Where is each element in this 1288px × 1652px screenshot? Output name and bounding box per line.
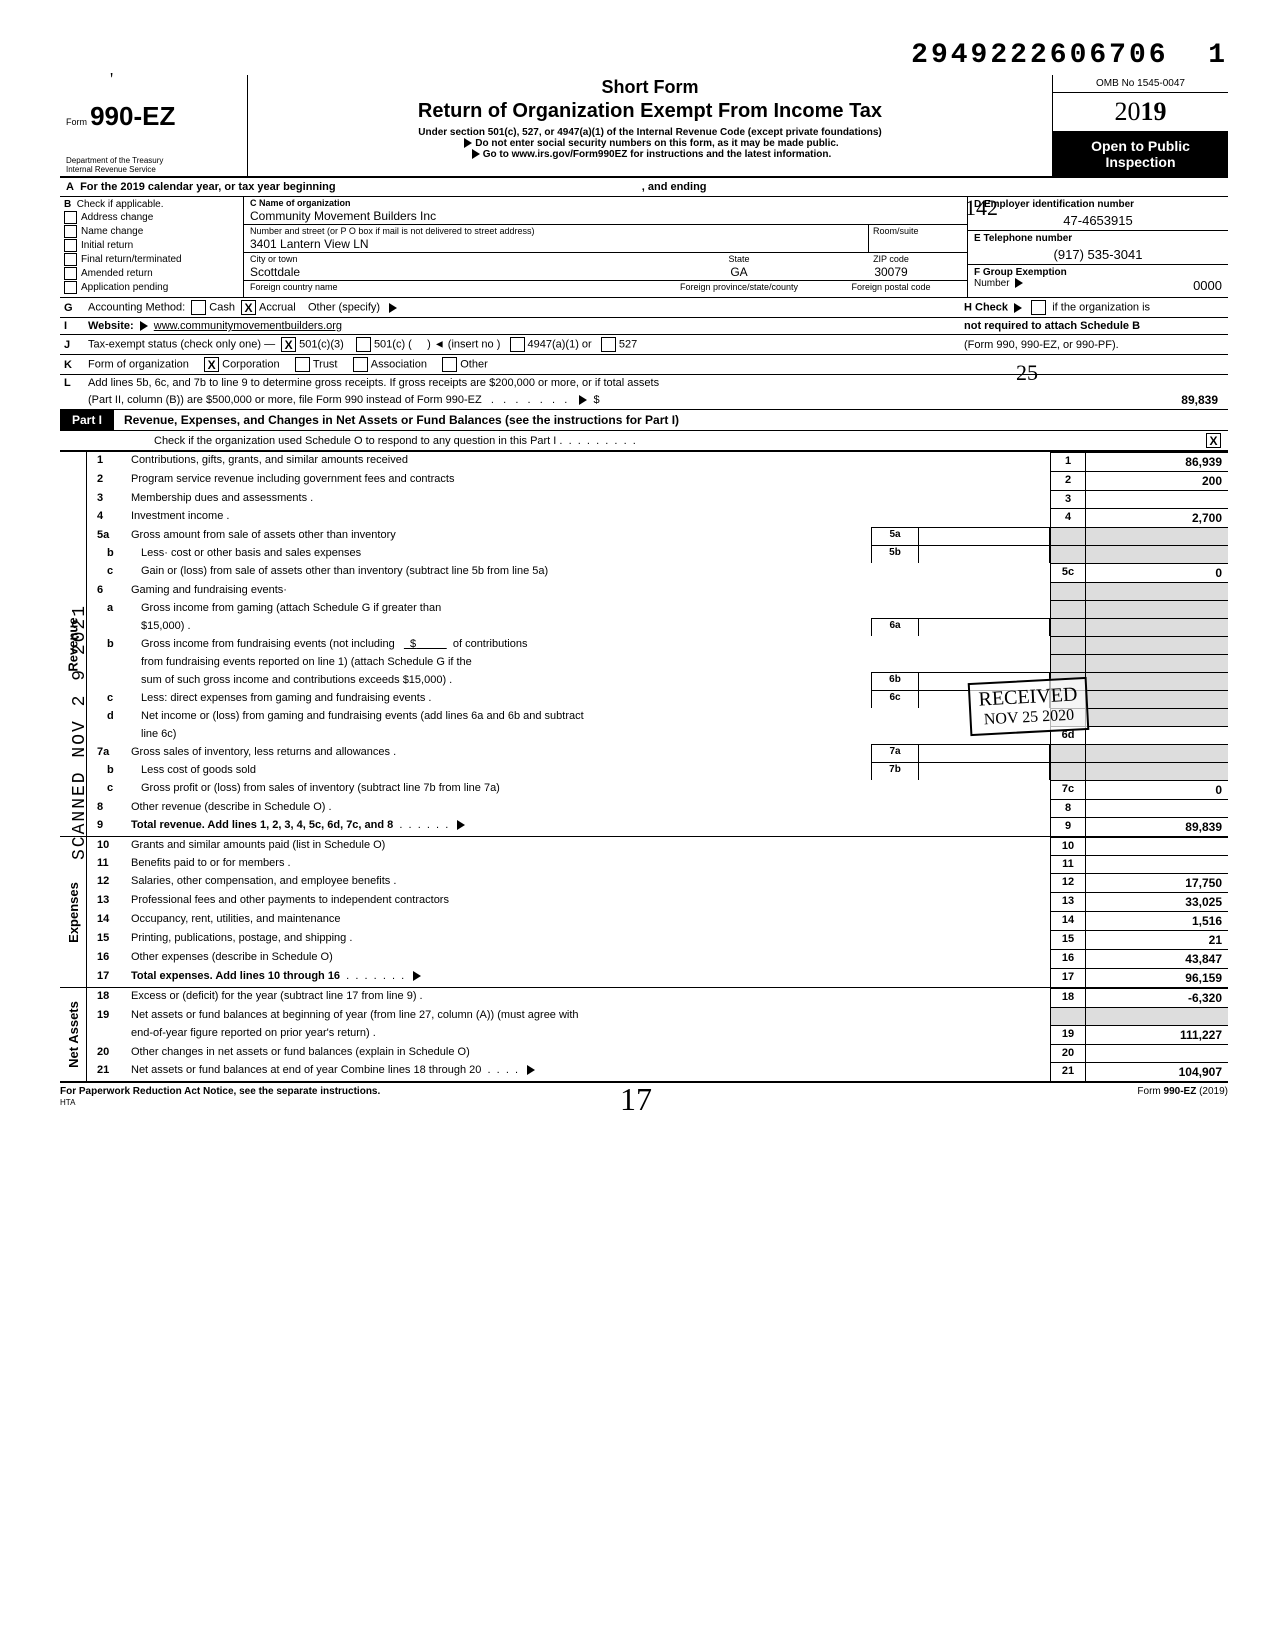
- line-4-value: 2,700: [1085, 508, 1228, 527]
- line-5c-value: 0: [1085, 563, 1228, 582]
- line-13-value: 33,025: [1085, 892, 1228, 911]
- form-title-long: Return of Organization Exempt From Incom…: [256, 100, 1044, 123]
- checkbox-501c[interactable]: [356, 337, 371, 352]
- line-k: K Form of organization XCorporation Trus…: [60, 355, 1228, 375]
- hand-initials: 142: [965, 195, 998, 221]
- hand-mark-2: 25: [1016, 360, 1038, 386]
- checkbox[interactable]: [64, 225, 77, 238]
- checkbox-assoc[interactable]: [353, 357, 368, 372]
- omb-number: OMB No 1545-0047: [1053, 75, 1228, 93]
- website: www.communitymovementbuilders.org: [154, 320, 342, 332]
- entity-block: B Check if applicable. Address change Na…: [60, 197, 1228, 298]
- line-6d-value: [1085, 726, 1228, 744]
- form-title-short: Short Form: [256, 77, 1044, 98]
- checkbox[interactable]: [64, 267, 77, 280]
- form-year: 20201919: [1053, 93, 1228, 132]
- label-org-name: C Name of organization: [250, 198, 961, 208]
- header-note-3: Go to www.irs.gov/Form990EZ for instruct…: [483, 149, 832, 160]
- line-11-value: [1085, 855, 1228, 873]
- checkbox-4947[interactable]: [510, 337, 525, 352]
- line-3-value: [1085, 490, 1228, 508]
- checkbox[interactable]: [64, 253, 77, 266]
- revenue-section: Revenue 1Contributions, gifts, grants, a…: [60, 451, 1228, 836]
- form-header: ' Form 990-EZ Department of the Treasury…: [60, 75, 1228, 178]
- line-1-value: 86,939: [1085, 452, 1228, 471]
- checkbox-schedule-o[interactable]: X: [1206, 433, 1221, 448]
- line-j: J Tax-exempt status (check only one) — X…: [60, 334, 1228, 355]
- label-phone: E Telephone number: [974, 233, 1222, 244]
- label-address: Number and street (or P O box if mail is…: [250, 226, 862, 236]
- checkbox-corp[interactable]: X: [204, 357, 219, 372]
- checkbox-trust[interactable]: [295, 357, 310, 372]
- line-16-value: 43,847: [1085, 949, 1228, 968]
- checkbox[interactable]: [64, 239, 77, 252]
- checkbox-527[interactable]: [601, 337, 616, 352]
- line-10-value: [1085, 837, 1228, 855]
- net-assets-section: Net Assets 18Excess or (deficit) for the…: [60, 987, 1228, 1082]
- line-g: G Accounting Method: Cash XAccrual Other…: [60, 298, 1228, 318]
- address: 3401 Lantern View LN: [250, 236, 862, 251]
- line-i: I Website: www.communitymovementbuilders…: [60, 318, 1228, 334]
- form-number: 990-EZ: [90, 101, 175, 132]
- checkbox-h[interactable]: [1031, 300, 1046, 315]
- label-ein: D Employer identification number: [974, 199, 1222, 210]
- expenses-section: Expenses 10Grants and similar amounts pa…: [60, 836, 1228, 987]
- document-number: 2949222606706 1: [60, 40, 1228, 71]
- line-2-value: 200: [1085, 471, 1228, 490]
- line-20-value: [1085, 1044, 1228, 1062]
- checkbox-cash[interactable]: [191, 300, 206, 315]
- line-19-value: 111,227: [1085, 1025, 1228, 1044]
- scanned-stamp: SCANNED NOV 2 9 2021: [70, 604, 90, 860]
- checkbox-501c3[interactable]: X: [281, 337, 296, 352]
- expenses-label: Expenses: [66, 882, 81, 943]
- open-to-public: Open to PublicInspection: [1053, 132, 1228, 176]
- header-note-2: Do not enter social security numbers on …: [475, 138, 838, 149]
- hand-mark-3: 17: [620, 1081, 652, 1118]
- ein: 47-4653915: [974, 210, 1222, 228]
- checkbox-accrual[interactable]: X: [241, 300, 256, 315]
- line-14-value: 1,516: [1085, 911, 1228, 930]
- zip: 30079: [821, 264, 961, 279]
- room-suite: Room/suite: [868, 225, 967, 252]
- checkbox[interactable]: [64, 211, 77, 224]
- line-a: A For the 2019 calendar year, or tax yea…: [60, 178, 1228, 197]
- line-12-value: 17,750: [1085, 873, 1228, 892]
- checkbox[interactable]: [64, 281, 77, 294]
- department-label: Department of the TreasuryInternal Reven…: [66, 156, 163, 174]
- net-assets-label: Net Assets: [66, 1001, 81, 1068]
- group-exemption: 0000: [1193, 278, 1222, 293]
- form-prefix: Form: [66, 117, 87, 127]
- line-18-value: -6,320: [1085, 988, 1228, 1007]
- line-8-value: [1085, 799, 1228, 817]
- header-note-1: Under section 501(c), 527, or 4947(a)(1)…: [256, 127, 1044, 138]
- line-9-value: 89,839: [1085, 817, 1228, 836]
- received-stamp: RECEIVED NOV 25 2020: [968, 677, 1090, 736]
- line-l-2: (Part II, column (B)) are $500,000 or mo…: [60, 391, 1228, 409]
- line-7c-value: 0: [1085, 780, 1228, 799]
- part-1-header: Part I Revenue, Expenses, and Changes in…: [60, 409, 1228, 431]
- city: Scottdale: [250, 264, 657, 279]
- phone: (917) 535-3041: [974, 244, 1222, 262]
- line-15-value: 21: [1085, 930, 1228, 949]
- org-name: Community Movement Builders Inc: [250, 208, 961, 223]
- line-l: L Add lines 5b, 6c, and 7b to line 9 to …: [60, 375, 1228, 391]
- hand-mark: ': [110, 69, 113, 90]
- part-1-check: Check if the organization used Schedule …: [60, 431, 1228, 451]
- checkbox-other[interactable]: [442, 357, 457, 372]
- line-21-value: 104,907: [1085, 1062, 1228, 1081]
- line-17-value: 96,159: [1085, 968, 1228, 987]
- state: GA: [669, 264, 809, 279]
- gross-receipts: 89,839: [1088, 393, 1224, 407]
